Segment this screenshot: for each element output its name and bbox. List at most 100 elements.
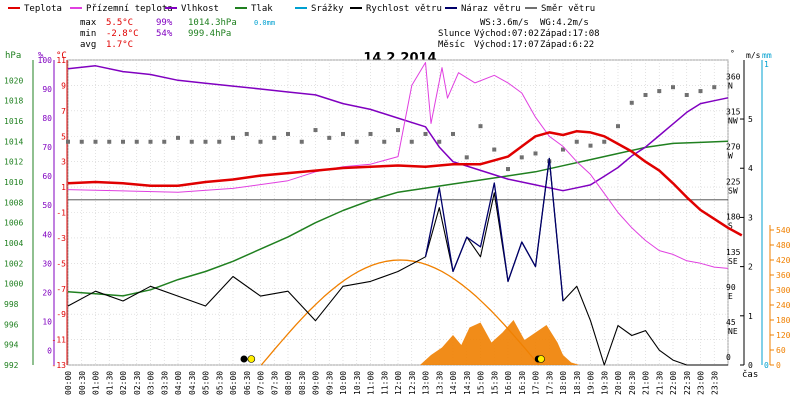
winddir-tick: 90 (726, 283, 736, 292)
winddir-point (396, 128, 400, 133)
compass-tick: NE (728, 327, 738, 336)
x-tick: 19:30 (600, 371, 609, 395)
winddir-point (203, 139, 208, 144)
humidity-tick: 30 (42, 259, 52, 268)
pressure-tick: 1008 (4, 198, 23, 207)
pressure-tick: 1002 (4, 259, 23, 268)
winddir-point (588, 143, 593, 148)
x-tick: 05:00 (202, 371, 211, 395)
winddir-point (231, 135, 235, 140)
moon-set-marker (240, 355, 248, 363)
solar-tick: 480 (776, 241, 791, 250)
windspeed-tick: 2 (748, 263, 753, 272)
x-tick: 05:30 (215, 371, 224, 395)
solar-tick: 540 (776, 226, 791, 235)
x-tick: 10:30 (353, 371, 362, 395)
legend-label: Vlhkost (181, 4, 219, 14)
temperature-tick: 5 (61, 132, 66, 141)
stats-min-hum: 54% (156, 29, 173, 39)
temperature-tick: -1 (56, 209, 66, 218)
winddir-point (341, 131, 345, 136)
x-tick: 03:00 (147, 371, 156, 395)
winddir-point (66, 139, 70, 144)
winddir-point (244, 131, 249, 136)
sun-set: Západ:17:08 (540, 29, 600, 39)
x-tick: 16:00 (504, 371, 513, 395)
x-tick: 01:30 (105, 371, 114, 395)
winddir-point (712, 85, 717, 90)
winddir-point (602, 139, 607, 144)
winddir-point (561, 147, 565, 152)
x-tick: 10:00 (339, 371, 348, 395)
humidity-tick: 20 (42, 288, 52, 297)
winddir-point (437, 139, 442, 144)
winddir-point (492, 147, 497, 152)
wind-gust-line (424, 157, 564, 302)
winddir-point (451, 131, 455, 136)
legend-label: Teplota (24, 4, 62, 14)
compass-tick: E (728, 292, 733, 301)
x-tick: 08:30 (298, 371, 307, 395)
winddir-tick: 0 (726, 353, 731, 362)
temperature-tick: 3 (61, 158, 66, 167)
winddir-point (354, 139, 359, 144)
winddir-point (533, 151, 538, 156)
pressure-tick: 996 (4, 320, 19, 329)
humidity-tick: 60 (42, 172, 52, 181)
x-tick: 04:30 (188, 371, 197, 395)
winddir-tick: 225 (726, 178, 741, 187)
humidity-unit: % (38, 51, 44, 61)
humidity-line (67, 65, 729, 192)
x-tick: 20:00 (614, 371, 623, 395)
winddir-point (671, 85, 675, 90)
stats-avg-temp: 1.7°C (106, 40, 133, 50)
moon-rise: Východ:17:07 (474, 40, 539, 50)
x-tick: 08:00 (284, 371, 293, 395)
pressure-unit: hPa (5, 51, 21, 61)
stats-min-temp: -2.8°C (106, 29, 139, 39)
winddir-point (409, 139, 414, 144)
compass-tick: S (728, 222, 733, 231)
winddir-unit: ° (730, 49, 735, 58)
winddir-point (574, 139, 579, 144)
humidity-tick: 40 (42, 230, 52, 239)
solar-tick: 180 (776, 316, 791, 325)
pressure-tick: 1010 (4, 178, 23, 187)
winddir-point (299, 139, 304, 144)
humidity-tick: 80 (42, 114, 52, 123)
winddir-point (93, 139, 98, 144)
winddir-point (478, 124, 483, 129)
winddir-point (134, 139, 139, 144)
solar-area (420, 320, 580, 365)
precip-unit: mm (762, 51, 772, 60)
winddir-tick: 315 (726, 107, 741, 116)
pressure-tick: 1006 (4, 219, 23, 228)
pressure-tick: 1014 (4, 137, 23, 146)
wind-speed-line (67, 157, 728, 366)
solar-tick: 0 (776, 361, 781, 370)
stats-min-press: 999.4hPa (188, 29, 231, 39)
winddir-point (272, 135, 277, 140)
stats-min-label: min (80, 29, 96, 39)
temperature-line (67, 129, 743, 237)
x-tick: 00:00 (64, 371, 73, 395)
x-tick: 14:30 (463, 371, 472, 395)
winddir-point (313, 128, 318, 133)
winddir-point (368, 131, 373, 136)
solar-tick: 420 (776, 256, 791, 265)
x-tick: 17:00 (532, 371, 541, 395)
solar-tick: 300 (776, 286, 791, 295)
temperature-tick: -13 (52, 361, 67, 370)
series (66, 62, 743, 366)
winddir-point (423, 131, 428, 136)
windspeed-tick: 4 (748, 164, 753, 173)
x-tick: 04:00 (174, 371, 183, 395)
solar-tick: 240 (776, 301, 791, 310)
wind-ws: WS:3.6m/s (480, 18, 529, 28)
legend-label: Směr větru (541, 4, 595, 14)
axes: hPa% °C ° m/s mm1020101810161014101210101008… (4, 49, 791, 395)
temperature-tick: -7 (56, 285, 66, 294)
compass-tick: SE (728, 257, 738, 266)
pressure-tick: 994 (4, 341, 19, 350)
x-tick: 00:30 (78, 371, 87, 395)
